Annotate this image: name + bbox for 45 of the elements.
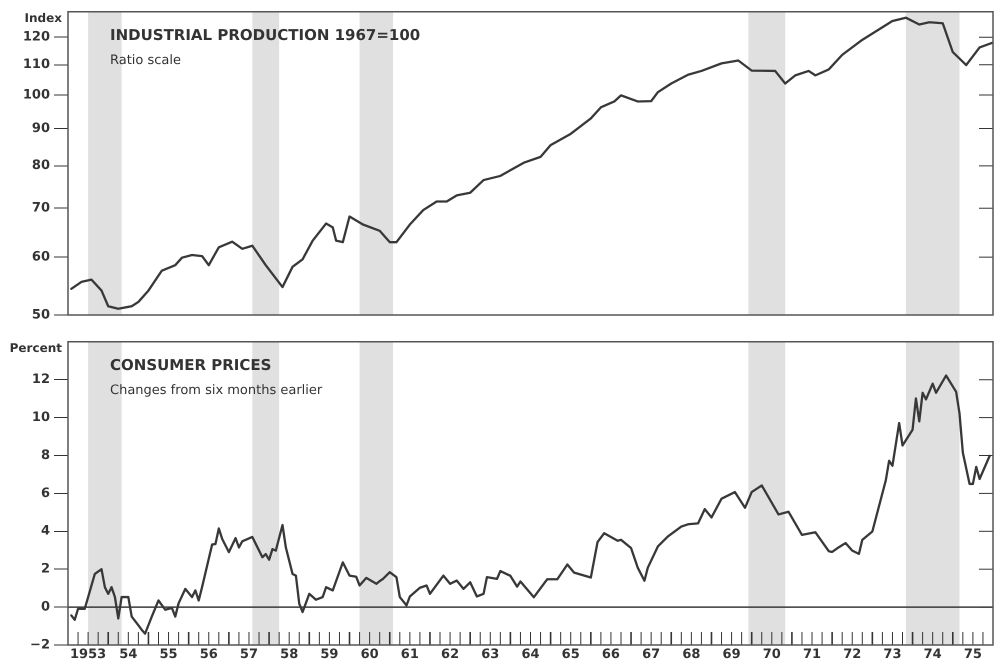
y-tick-label: 10 xyxy=(32,410,50,425)
x-tick-label: 74 xyxy=(924,647,942,662)
x-tick-label: 61 xyxy=(400,647,419,662)
x-tick-label: 70 xyxy=(762,647,781,662)
y-axis-title: Index xyxy=(24,10,62,25)
x-tick-label: 58 xyxy=(280,647,298,662)
y-tick-label: −2 xyxy=(30,637,50,652)
text: Changes from six months earlier xyxy=(110,382,323,398)
y-tick-label: 8 xyxy=(40,448,50,463)
y-tick-label: 110 xyxy=(22,57,50,72)
x-tick-label: 56 xyxy=(200,647,218,662)
x-tick-label: 65 xyxy=(562,647,580,662)
y-tick-label: 80 xyxy=(32,158,50,174)
y-tick-label: 90 xyxy=(32,120,50,136)
x-tick-label: 72 xyxy=(843,647,862,662)
text: Ratio scale xyxy=(110,52,182,68)
x-tick-label: 62 xyxy=(441,647,460,662)
y-tick-label: 2 xyxy=(40,562,50,577)
y-tick-label: 100 xyxy=(22,87,50,102)
x-tick-label: 57 xyxy=(240,647,258,662)
x-tick-label: 1953 xyxy=(70,647,106,662)
x-tick-label: 67 xyxy=(642,647,660,662)
y-axis-title: Percent xyxy=(10,340,62,355)
x-tick-label: 63 xyxy=(481,647,500,662)
y-tick-label: 12 xyxy=(32,372,50,388)
x-tick-label: 71 xyxy=(802,647,822,662)
x-tick-label: 55 xyxy=(159,647,178,662)
x-tick-label: 66 xyxy=(602,647,620,662)
y-tick-label: 0 xyxy=(40,599,50,614)
x-tick-label: 69 xyxy=(722,647,741,662)
x-tick-label: 75 xyxy=(964,647,982,662)
x-tick-label: 59 xyxy=(320,647,338,662)
y-tick-label: 6 xyxy=(40,486,50,501)
y-tick-label: 70 xyxy=(32,200,50,216)
x-tick-label: 68 xyxy=(682,647,700,662)
x-tick-label: 60 xyxy=(360,647,379,662)
y-tick-label: 120 xyxy=(22,30,50,45)
y-tick-label: 4 xyxy=(40,524,50,539)
x-tick-label: 54 xyxy=(119,647,138,662)
x-tick-label: 64 xyxy=(521,647,540,662)
text: INDUSTRIAL PRODUCTION 1967=100 xyxy=(110,26,420,44)
y-tick-label: 50 xyxy=(32,307,50,322)
x-tick-label: 73 xyxy=(883,647,902,662)
text: CONSUMER PRICES xyxy=(110,356,272,374)
y-tick-label: 60 xyxy=(32,250,50,265)
